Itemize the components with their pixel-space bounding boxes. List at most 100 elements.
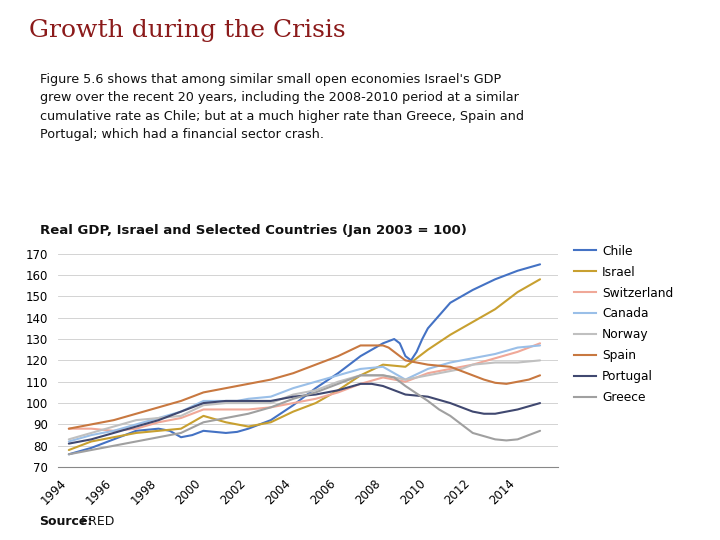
Switzerland — [188, 410, 197, 417]
Greece — [154, 434, 163, 441]
Spain — [446, 363, 454, 370]
Spain — [480, 376, 488, 383]
Canada — [435, 362, 444, 369]
Chile — [345, 361, 354, 368]
Portugal — [98, 433, 107, 440]
Chile — [356, 353, 365, 359]
Spain — [188, 394, 197, 400]
Greece — [379, 372, 387, 379]
Line: Chile: Chile — [69, 265, 540, 454]
Portugal — [87, 436, 96, 443]
Greece — [289, 396, 297, 402]
Spain — [413, 359, 421, 366]
Spain — [210, 387, 219, 394]
Switzerland — [278, 402, 287, 408]
Switzerland — [65, 426, 73, 432]
Israel — [188, 419, 197, 426]
Switzerland — [176, 415, 185, 421]
Chile — [199, 428, 208, 434]
Portugal — [345, 384, 354, 390]
Portugal — [513, 406, 522, 413]
Chile — [384, 338, 393, 345]
Canada — [356, 366, 365, 372]
Greece — [120, 441, 129, 447]
Chile — [401, 353, 410, 359]
Spain — [513, 379, 522, 385]
Norway — [356, 372, 365, 379]
Israel — [176, 426, 185, 432]
Chile — [446, 300, 454, 306]
Greece — [266, 404, 275, 410]
Israel — [367, 367, 376, 373]
Switzerland — [480, 358, 488, 365]
Norway — [188, 407, 197, 414]
Chile — [154, 426, 163, 432]
Portugal — [491, 410, 500, 417]
Switzerland — [536, 340, 544, 347]
Norway — [435, 370, 444, 376]
Israel — [413, 355, 421, 361]
Norway — [311, 387, 320, 394]
Greece — [446, 413, 454, 419]
Norway — [491, 359, 500, 366]
Switzerland — [513, 349, 522, 355]
Greece — [356, 372, 365, 379]
Greece — [536, 428, 544, 434]
Greece — [401, 383, 410, 389]
Greece — [222, 415, 230, 421]
Canada — [210, 397, 219, 404]
Portugal — [244, 397, 253, 404]
Canada — [502, 348, 510, 354]
Norway — [166, 414, 174, 420]
Spain — [334, 353, 343, 359]
Greece — [311, 389, 320, 396]
Israel — [166, 427, 174, 433]
Norway — [423, 372, 432, 379]
Chile — [166, 428, 174, 434]
Spain — [244, 381, 253, 387]
Canada — [423, 366, 432, 372]
Canada — [120, 424, 129, 431]
Canada — [176, 408, 185, 415]
Canada — [65, 438, 73, 445]
Portugal — [210, 399, 219, 405]
Spain — [401, 357, 410, 363]
Portugal — [289, 394, 297, 400]
Norway — [289, 392, 297, 398]
Israel — [401, 363, 410, 370]
Chile — [132, 428, 140, 434]
Chile — [395, 340, 404, 347]
Norway — [469, 361, 477, 368]
Portugal — [65, 441, 73, 447]
Greece — [300, 393, 309, 399]
Greece — [469, 430, 477, 436]
Chile — [98, 441, 107, 447]
Israel — [87, 438, 96, 445]
Canada — [446, 359, 454, 366]
Chile — [300, 394, 309, 400]
Spain — [323, 357, 331, 363]
Spain — [390, 349, 398, 355]
Spain — [87, 421, 96, 428]
Switzerland — [289, 400, 297, 406]
Israel — [255, 421, 264, 428]
Switzerland — [300, 397, 309, 404]
Israel — [120, 432, 129, 438]
Israel — [244, 423, 253, 430]
Canada — [143, 418, 152, 424]
Greece — [166, 432, 174, 438]
Portugal — [188, 404, 197, 410]
Israel — [266, 419, 275, 426]
Canada — [188, 403, 197, 409]
Portugal — [334, 387, 343, 394]
Norway — [502, 359, 510, 366]
Greece — [367, 372, 376, 379]
Greece — [423, 397, 432, 404]
Norway — [210, 401, 219, 407]
Canada — [480, 353, 488, 359]
Norway — [132, 417, 140, 423]
Greece — [513, 436, 522, 443]
Switzerland — [423, 370, 432, 376]
Israel — [154, 428, 163, 434]
Chile — [513, 267, 522, 274]
